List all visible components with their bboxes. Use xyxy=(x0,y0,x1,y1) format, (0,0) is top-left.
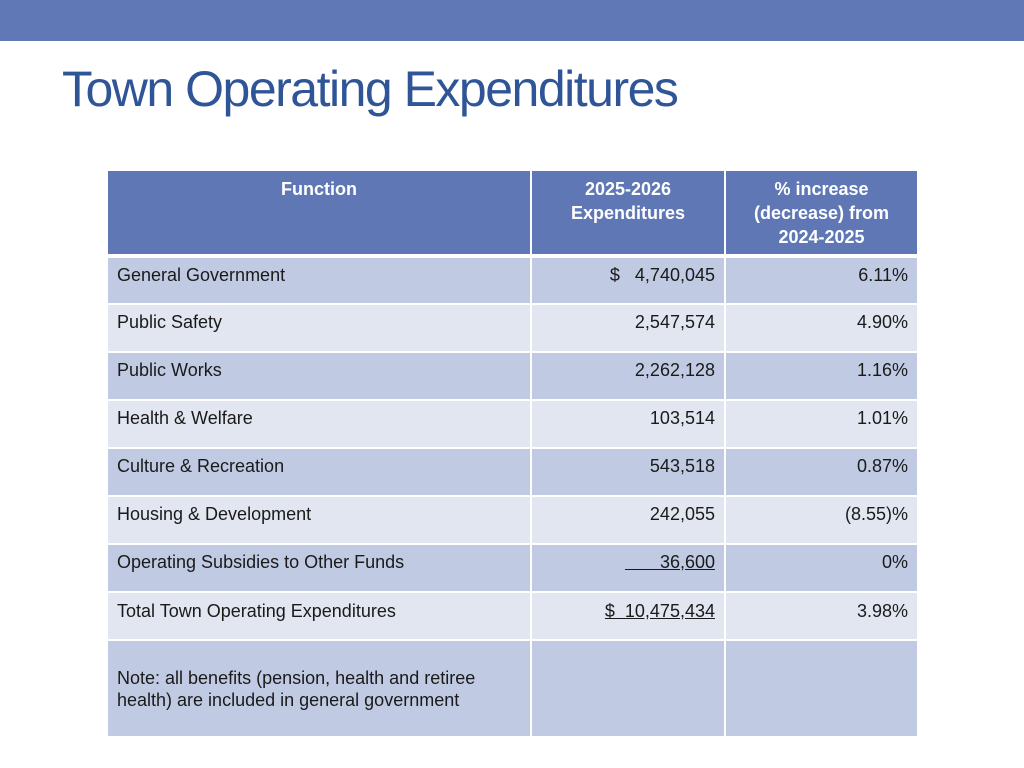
table-row: Health & Welfare 103,514 1.01% xyxy=(106,399,919,449)
total-pct-cell: 3.98% xyxy=(724,591,919,641)
function-cell: Health & Welfare xyxy=(106,399,532,449)
expenditures-table: Function 2025-2026 Expenditures % increa… xyxy=(106,169,919,738)
table-row: Housing & Development 242,055 (8.55)% xyxy=(106,495,919,545)
pct-cell: 4.90% xyxy=(724,303,919,353)
amount-cell: 242,055 xyxy=(530,495,726,545)
pct-cell: 1.01% xyxy=(724,399,919,449)
header-pct-change: % increase (decrease) from 2024-2025 xyxy=(724,169,919,258)
amount-cell: 36,600 xyxy=(624,552,715,572)
slide-title: Town Operating Expenditures xyxy=(62,61,679,117)
amount-cell: 2,547,574 xyxy=(530,303,726,353)
pct-cell: (8.55)% xyxy=(724,495,919,545)
function-cell: General Government xyxy=(106,255,532,305)
total-label-cell: Total Town Operating Expenditures xyxy=(106,591,532,641)
function-cell: Public Works xyxy=(106,351,532,401)
amount-cell: 103,514 xyxy=(530,399,726,449)
pct-cell: 0% xyxy=(724,543,919,593)
amount-cell: 543,518 xyxy=(530,447,726,497)
header-pct-line2: (decrease) from xyxy=(753,203,890,223)
table-row: Public Works 2,262,128 1.16% xyxy=(106,351,919,401)
note-amount-cell xyxy=(530,639,726,738)
pct-cell: 0.87% xyxy=(724,447,919,497)
function-cell: Operating Subsidies to Other Funds xyxy=(106,543,532,593)
header-function: Function xyxy=(106,169,532,258)
table-header-row: Function 2025-2026 Expenditures % increa… xyxy=(106,169,919,258)
header-expenditures-line2: Expenditures xyxy=(570,203,686,223)
header-expenditures-line1: 2025-2026 xyxy=(584,179,672,199)
header-pct-line3: 2024-2025 xyxy=(778,227,865,247)
amount-cell: $ 4,740,045 xyxy=(530,255,726,305)
note-row: Note: all benefits (pension, health and … xyxy=(106,639,919,738)
function-cell: Public Safety xyxy=(106,303,532,353)
note-cell: Note: all benefits (pension, health and … xyxy=(106,639,532,738)
pct-cell: 1.16% xyxy=(724,351,919,401)
total-amount-cell: $ 10,475,434 xyxy=(604,601,715,621)
function-cell: Culture & Recreation xyxy=(106,447,532,497)
pct-cell: 6.11% xyxy=(724,255,919,305)
table-row: Operating Subsidies to Other Funds 36,60… xyxy=(106,543,919,593)
header-pct-line1: % increase xyxy=(774,179,869,199)
header-expenditures: 2025-2026 Expenditures xyxy=(530,169,726,258)
total-row: Total Town Operating Expenditures $ 10,4… xyxy=(106,591,919,641)
function-cell: Housing & Development xyxy=(106,495,532,545)
top-accent-bar xyxy=(0,0,1024,41)
table-row: General Government $ 4,740,045 6.11% xyxy=(106,255,919,305)
table-row: Public Safety 2,547,574 4.90% xyxy=(106,303,919,353)
amount-cell: 2,262,128 xyxy=(530,351,726,401)
table-row: Culture & Recreation 543,518 0.87% xyxy=(106,447,919,497)
note-pct-cell xyxy=(724,639,919,738)
